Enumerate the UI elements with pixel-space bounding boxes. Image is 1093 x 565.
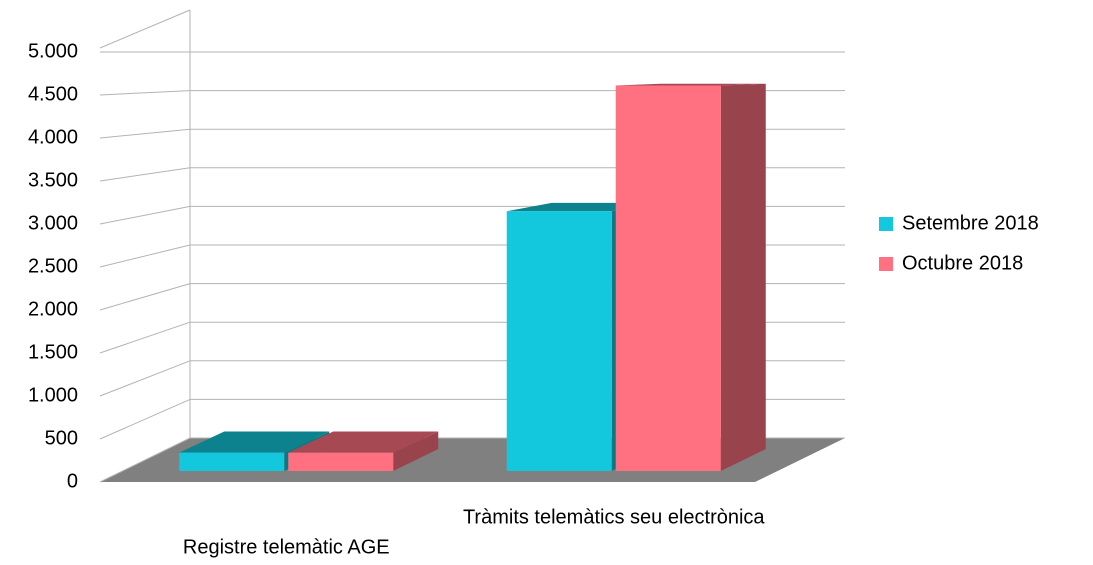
- bar: [615, 85, 721, 472]
- legend-swatch: [879, 257, 893, 271]
- grid-line: [99, 205, 191, 225]
- bar-side: [393, 431, 439, 471]
- legend-label: Setembre 2018: [902, 212, 1039, 234]
- bar-top: [288, 431, 439, 453]
- bar-side: [720, 83, 766, 471]
- legend-label: Octubre 2018: [902, 252, 1023, 274]
- y-tick-label: 1.000: [28, 384, 78, 406]
- x-tick-label: Registre telemàtic AGE: [183, 536, 390, 558]
- grid-line: [99, 283, 191, 311]
- bar-top: [615, 83, 766, 86]
- bar: [179, 452, 285, 471]
- y-tick-label: 1.500: [28, 341, 78, 363]
- grid-line: [99, 128, 191, 139]
- wall-edge: [99, 9, 191, 49]
- y-tick-label: 3.500: [28, 169, 78, 191]
- grid-line: [99, 360, 191, 397]
- grid-line: [99, 398, 191, 440]
- grid-line: [99, 167, 191, 182]
- grid-line: [99, 244, 191, 268]
- y-tick-label: 4.500: [28, 83, 78, 105]
- y-tick-label: 2.000: [28, 298, 78, 320]
- y-tick-label: 0: [67, 470, 78, 492]
- bar: [506, 211, 612, 471]
- y-tick-label: 4.000: [28, 126, 78, 148]
- bar: [288, 452, 394, 471]
- x-tick-label: Tràmits telemàtics seu electrònica: [463, 506, 765, 528]
- y-tick-label: 2.500: [28, 255, 78, 277]
- bar-top: [179, 431, 330, 453]
- y-tick-label: 3.000: [28, 212, 78, 234]
- grid-line: [99, 437, 191, 483]
- grid-line: [99, 321, 191, 354]
- legend-swatch: [879, 217, 893, 231]
- grid-line: [99, 90, 191, 96]
- y-tick-label: 500: [45, 427, 78, 449]
- y-tick-label: 5.000: [28, 40, 78, 62]
